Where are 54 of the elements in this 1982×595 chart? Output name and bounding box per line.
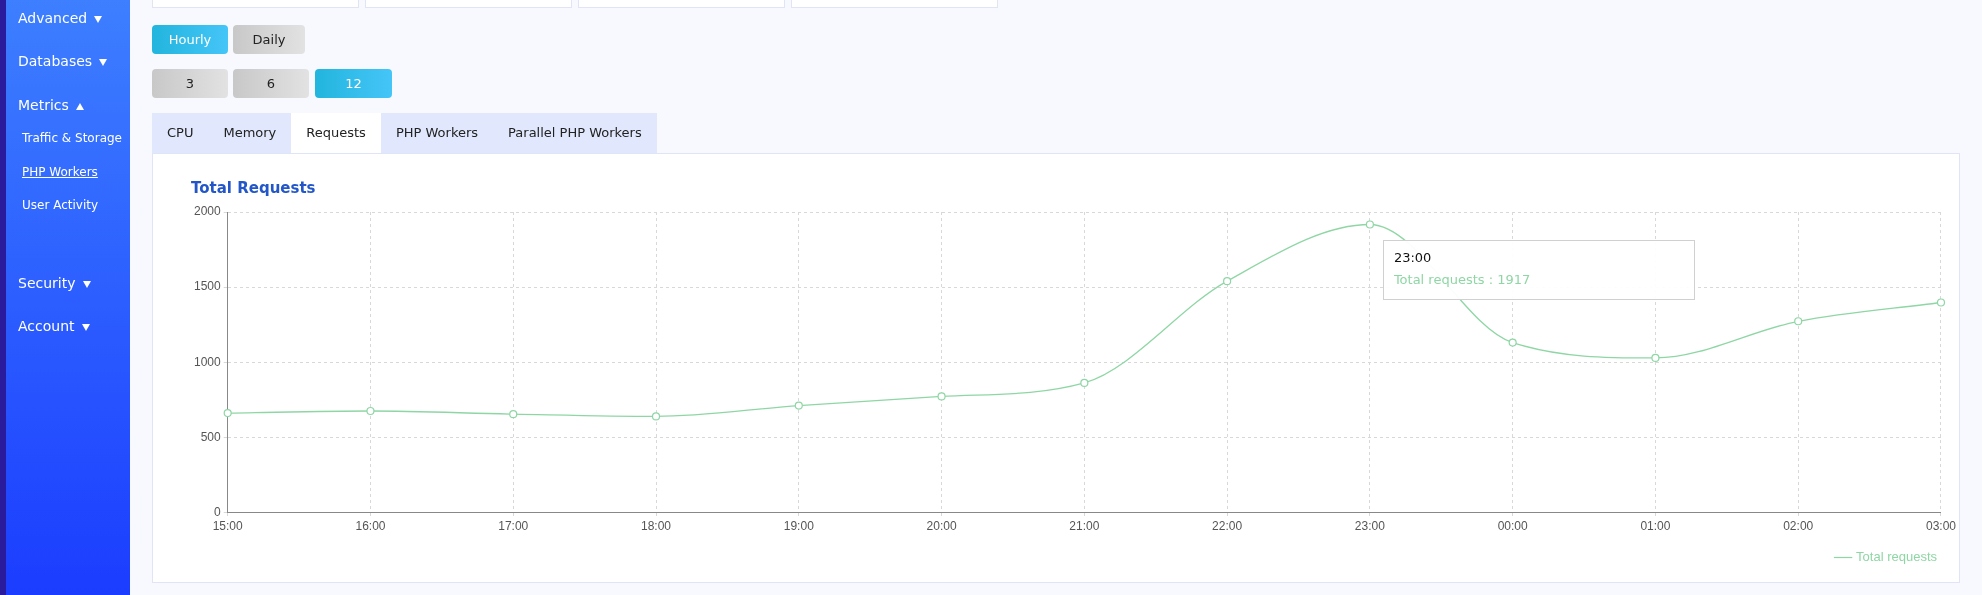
text: Hourly xyxy=(152,25,228,54)
x-tick-label: 19:00 xyxy=(783,519,815,534)
point xyxy=(509,410,518,419)
text: 3 xyxy=(152,69,228,98)
x-tick-label: 15:00 xyxy=(212,519,244,534)
text: Daily xyxy=(233,25,305,54)
annotation: Total requests : 1917 xyxy=(1393,272,1531,288)
point xyxy=(937,392,946,401)
x-tick-label: 00:00 xyxy=(1497,519,1528,534)
point xyxy=(366,406,375,416)
y-tick-label: 1000 xyxy=(193,354,222,369)
chart-title: Total Requests xyxy=(191,178,316,197)
point xyxy=(651,412,661,421)
text: Databases xyxy=(18,53,94,69)
x-tick-label: 01:00 xyxy=(1640,519,1671,534)
point xyxy=(1508,338,1517,347)
point xyxy=(1365,220,1374,229)
text: Requests xyxy=(291,113,381,153)
point xyxy=(1223,277,1232,286)
point xyxy=(1651,353,1660,363)
text: Account xyxy=(18,318,76,334)
point xyxy=(1080,378,1089,387)
legend-label: Total requests xyxy=(1856,549,1938,565)
text: Parallel PHP Workers xyxy=(507,124,643,142)
y-tick-label: 2000 xyxy=(193,204,222,219)
point xyxy=(1794,317,1803,326)
point xyxy=(794,401,803,410)
x-tick-label: 21:00 xyxy=(1069,519,1100,534)
text: 6 xyxy=(233,69,309,98)
text: Memory xyxy=(222,124,278,142)
text: PHP Workers xyxy=(394,124,480,142)
text: Metrics xyxy=(18,97,70,113)
point xyxy=(1936,298,1946,307)
text: User Activity xyxy=(22,198,99,212)
x-tick-label: 17:00 xyxy=(498,519,529,534)
text: Traffic & Storage xyxy=(22,131,122,145)
x-tick-label: 03:00 xyxy=(1925,519,1957,534)
y-tick-label: 1500 xyxy=(193,279,222,294)
text: CPU xyxy=(166,124,195,142)
text: Security xyxy=(18,275,77,291)
x-tick-label: 20:00 xyxy=(926,519,957,534)
annotation: 23:00 xyxy=(1393,250,1432,266)
tooltip-box: 23:00 Total requests : 1917 xyxy=(1382,240,1695,301)
x-tick-label: 18:00 xyxy=(641,519,672,534)
point xyxy=(223,409,232,418)
x-tick-label: 22:00 xyxy=(1212,519,1243,534)
text: Advanced xyxy=(18,10,89,26)
y-tick-label: 0 xyxy=(214,504,222,519)
text: 12 xyxy=(315,69,392,98)
x-tick-label: 16:00 xyxy=(355,519,386,534)
y-tick-label: 500 xyxy=(200,429,222,444)
x-tick-label: 23:00 xyxy=(1354,519,1386,534)
x-tick-label: 02:00 xyxy=(1783,519,1814,534)
text: PHP Workers xyxy=(22,165,98,179)
